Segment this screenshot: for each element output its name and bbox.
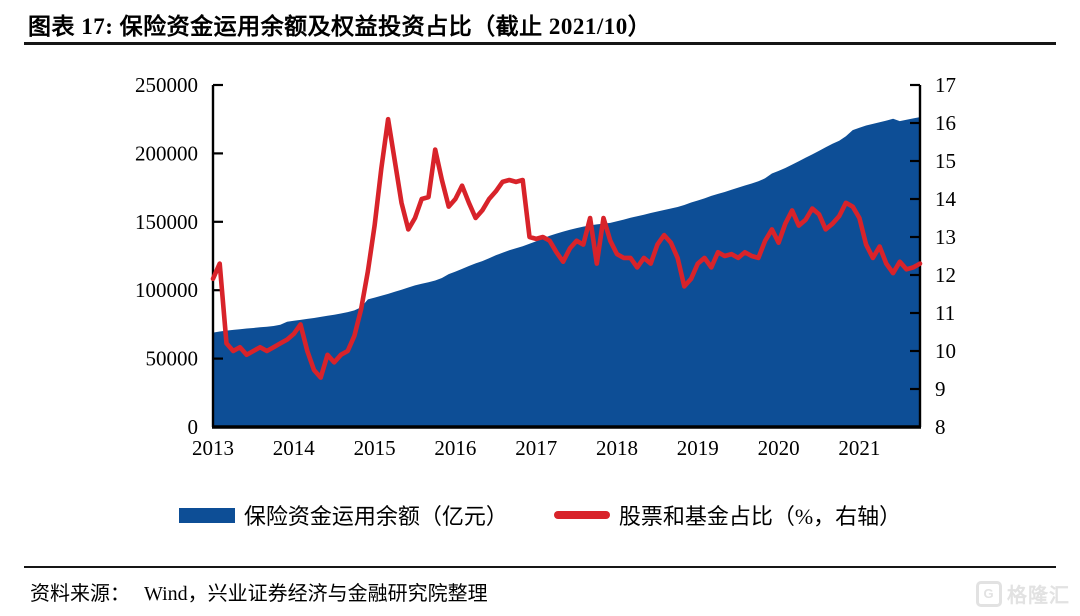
legend-item-balance: 保险资金运用余额（亿元） <box>178 499 508 531</box>
logo-g-icon: G <box>976 580 1002 607</box>
right-axis-tick-label: 11 <box>935 301 955 325</box>
left-axis-tick-label: 250000 <box>135 73 198 97</box>
chart-legend: 保险资金运用余额（亿元） 股票和基金占比（%，右轴） <box>0 499 1080 531</box>
legend-label-ratio: 股票和基金占比（%，右轴） <box>618 504 902 529</box>
legend-item-ratio: 股票和基金占比（%，右轴） <box>553 499 902 531</box>
right-axis-tick-label: 12 <box>935 263 956 287</box>
chart-area: 0 50000 100000 150000 200000 250000 8 9 10 11 12 13… <box>0 50 1080 490</box>
right-axis-tick-label: 16 <box>935 111 956 135</box>
x-axis-year-label: 2013 <box>192 436 234 460</box>
title-divider <box>24 42 1056 45</box>
right-axis-tick-label: 15 <box>935 149 956 173</box>
ratio-line-series <box>210 116 923 380</box>
line-series-swatch <box>553 511 610 519</box>
x-axis-year-label: 2015 <box>354 436 396 460</box>
right-axis-tick-label: 9 <box>935 377 946 401</box>
x-axis-year-label: 2020 <box>758 436 800 460</box>
x-axis-year-label: 2014 <box>273 436 316 460</box>
right-axis-tick-label: 13 <box>935 225 956 249</box>
left-axis-tick-label: 0 <box>188 415 199 439</box>
left-axis-tick-label: 200000 <box>135 141 198 165</box>
right-axis-tick-label: 14 <box>935 187 957 211</box>
x-axis-year-label: 2016 <box>434 436 476 460</box>
combo-chart: 0 50000 100000 150000 200000 250000 8 9 10 11 12 13… <box>135 73 957 460</box>
left-axis-tick-label: 50000 <box>146 347 199 371</box>
gelonghui-logo: G 格隆汇 <box>976 579 1070 608</box>
logo-text: 格隆汇 <box>1007 585 1070 607</box>
left-axis-tick-label: 100000 <box>135 278 198 302</box>
source-label: 资料来源： <box>30 583 130 605</box>
x-axis-year-label: 2021 <box>838 436 880 460</box>
left-axis-tick-label: 150000 <box>135 210 198 234</box>
right-axis-tick-label: 10 <box>935 339 956 363</box>
balance-area-series <box>213 117 920 427</box>
footer-divider <box>24 566 1056 568</box>
x-axis-year-label: 2018 <box>596 436 638 460</box>
right-axis-tick-label: 17 <box>935 73 956 97</box>
source-row: 资料来源： Wind，兴业证券经济与金融研究院整理 <box>30 577 488 606</box>
area-series-swatch <box>178 507 235 523</box>
legend-label-balance: 保险资金运用余额（亿元） <box>243 504 508 529</box>
source-text: Wind，兴业证券经济与金融研究院整理 <box>144 583 488 605</box>
x-axis-year-label: 2019 <box>677 436 719 460</box>
x-axis-year-label: 2017 <box>515 436 557 460</box>
figure-title: 图表 17: 保险资金运用余额及权益投资占比（截止 2021/10） <box>28 14 652 39</box>
right-axis-tick-label: 8 <box>935 415 946 439</box>
